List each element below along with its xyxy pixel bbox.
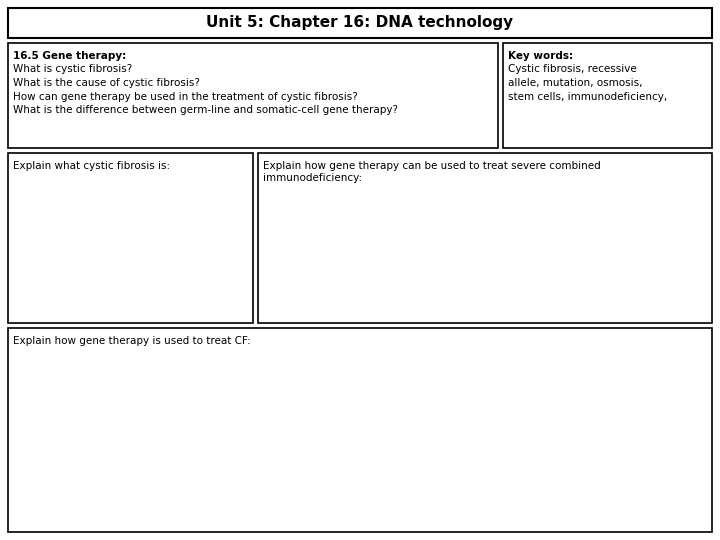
Text: Explain what cystic fibrosis is:: Explain what cystic fibrosis is: xyxy=(13,161,170,171)
Text: 16.5 Gene therapy:: 16.5 Gene therapy: xyxy=(13,51,126,61)
Text: Cystic fibrosis, recessive: Cystic fibrosis, recessive xyxy=(508,64,636,75)
Text: Explain how gene therapy is used to treat CF:: Explain how gene therapy is used to trea… xyxy=(13,336,251,346)
Bar xyxy=(258,153,712,323)
Text: stem cells, immunodeficiency,: stem cells, immunodeficiency, xyxy=(508,91,667,102)
Text: Key words:: Key words: xyxy=(508,51,573,61)
Text: How can gene therapy be used in the treatment of cystic fibrosis?: How can gene therapy be used in the trea… xyxy=(13,91,358,102)
Bar xyxy=(8,43,498,148)
Text: allele, mutation, osmosis,: allele, mutation, osmosis, xyxy=(508,78,642,88)
Text: What is the difference between germ-line and somatic-cell gene therapy?: What is the difference between germ-line… xyxy=(13,105,398,115)
Text: Explain how gene therapy can be used to treat severe combined
immunodeficiency:: Explain how gene therapy can be used to … xyxy=(263,161,600,183)
Text: Unit 5: Chapter 16: DNA technology: Unit 5: Chapter 16: DNA technology xyxy=(207,16,513,30)
Bar xyxy=(8,328,712,532)
Bar xyxy=(503,43,712,148)
Text: What is the cause of cystic fibrosis?: What is the cause of cystic fibrosis? xyxy=(13,78,200,88)
Bar xyxy=(8,8,712,38)
Text: What is cystic fibrosis?: What is cystic fibrosis? xyxy=(13,64,132,75)
Bar xyxy=(8,153,253,323)
